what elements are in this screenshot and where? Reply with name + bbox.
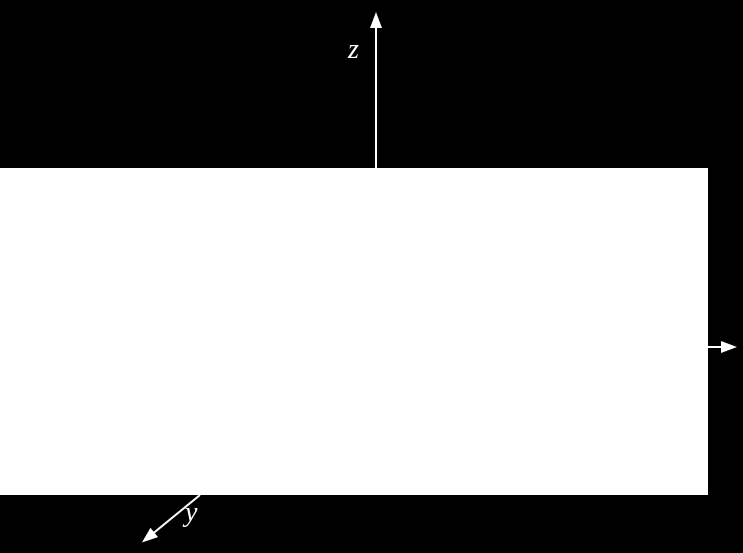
- y-axis-label: y: [185, 497, 197, 529]
- y-axis-arrow: [0, 0, 743, 553]
- z-axis-label: z: [348, 34, 359, 66]
- diagram-canvas: z y: [0, 0, 743, 553]
